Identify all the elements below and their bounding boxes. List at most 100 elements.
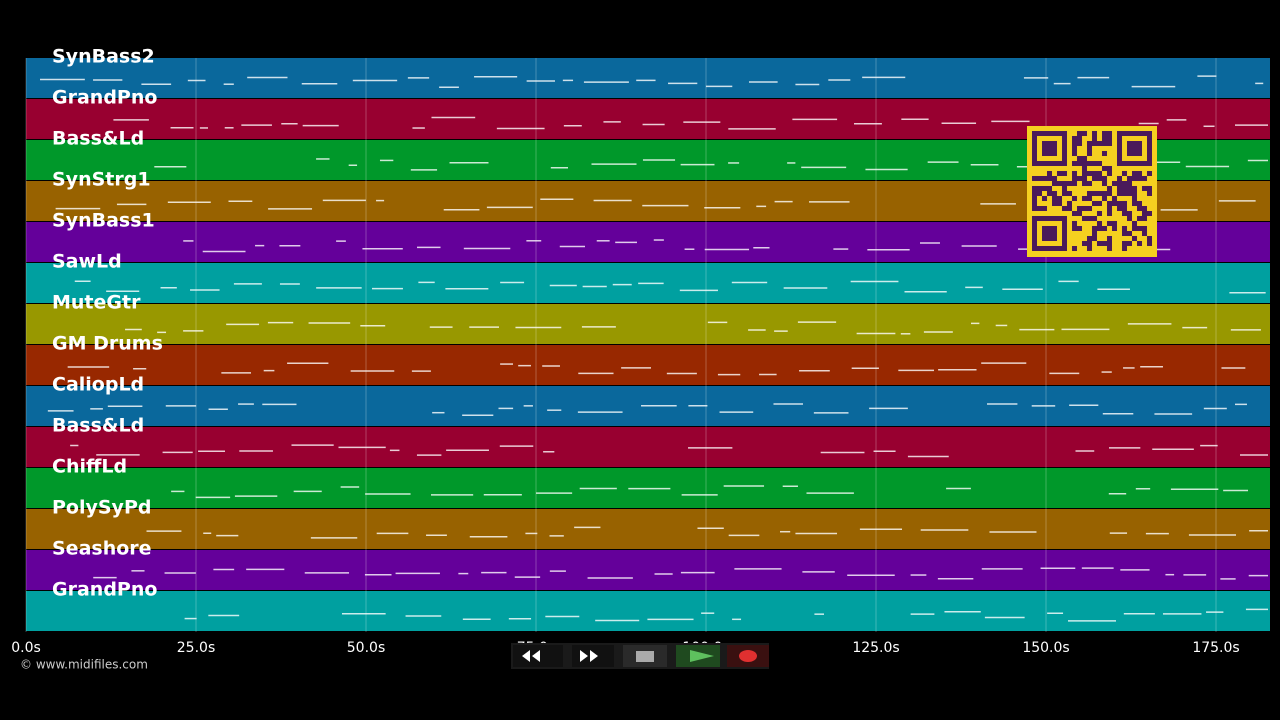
qr-cell [1102,176,1107,181]
qr-cell [1117,141,1122,146]
qr-cell [1087,171,1092,176]
qr-cell [1072,221,1077,226]
watermark: © www.midifiles.com [20,658,148,672]
qr-cell [1032,231,1037,236]
qr-cell [1147,186,1152,191]
play-button[interactable] [676,645,720,667]
qr-cell [1032,206,1037,211]
qr-cell [1102,226,1107,231]
qr-cell [1092,136,1097,141]
qr-cell [1132,161,1137,166]
qr-cell [1122,246,1127,251]
qr-cell [1132,196,1137,201]
qr-cell [1147,211,1152,216]
qr-cell [1062,151,1067,156]
transport-controls [511,643,769,669]
qr-cell [1047,231,1052,236]
qr-cell [1137,161,1142,166]
qr-cell [1127,176,1132,181]
qr-cell [1107,211,1112,216]
qr-cell [1092,236,1097,241]
qr-cell [1127,151,1132,156]
qr-cell [1052,131,1057,136]
qr-cell [1132,141,1137,146]
qr-cell [1087,206,1092,211]
qr-cell [1147,156,1152,161]
qr-cell [1072,161,1077,166]
qr-cell [1047,246,1052,251]
qr-cell [1042,246,1047,251]
qr-cell [1062,231,1067,236]
qr-cell [1107,191,1112,196]
track-band [26,58,1270,98]
qr-cell [1032,216,1037,221]
qr-cell [1117,181,1122,186]
qr-cell [1052,181,1057,186]
qr-cell [1082,181,1087,186]
qr-cell [1107,166,1112,171]
qr-cell [1102,241,1107,246]
qr-cell [1077,156,1082,161]
qr-cell [1137,216,1142,221]
stop-button[interactable] [623,645,667,667]
qr-cell [1142,186,1147,191]
rewind-button[interactable] [513,645,563,667]
qr-cell [1132,171,1137,176]
qr-cell [1142,176,1147,181]
qr-cell [1032,201,1037,206]
qr-cell [1107,141,1112,146]
qr-cell [1117,146,1122,151]
qr-cell [1057,171,1062,176]
qr-cell [1107,131,1112,136]
qr-cell [1147,191,1152,196]
qr-cell [1107,186,1112,191]
qr-cell [1057,201,1062,206]
record-button[interactable] [727,645,769,667]
qr-cell [1142,231,1147,236]
qr-cell [1087,181,1092,186]
qr-cell [1107,246,1112,251]
qr-cell [1132,221,1137,226]
qr-cell [1097,191,1102,196]
qr-cell [1087,196,1092,201]
qr-cell [1072,211,1077,216]
qr-cell [1067,191,1072,196]
qr-cell [1107,241,1112,246]
qr-cell [1062,171,1067,176]
qr-cell [1132,186,1137,191]
qr-cell [1062,181,1067,186]
qr-cell [1137,171,1142,176]
qr-cell [1092,191,1097,196]
qr-cell [1062,191,1067,196]
qr-cell [1112,196,1117,201]
qr-cell [1067,201,1072,206]
qr-cell [1147,161,1152,166]
qr-cell [1032,156,1037,161]
qr-cell [1087,216,1092,221]
qr-cell [1137,176,1142,181]
qr-cell [1082,171,1087,176]
track-name: SawLd [52,251,122,273]
qr-cell [1072,146,1077,151]
qr-cell [1132,226,1137,231]
qr-cell [1042,151,1047,156]
qr-cell [1122,231,1127,236]
qr-cell [1032,141,1037,146]
qr-cell [1032,196,1037,201]
track-name: SynBass2 [52,46,155,68]
qr-cell [1092,226,1097,231]
qr-cell [1122,226,1127,231]
qr-cell [1132,131,1137,136]
qr-cell [1062,206,1067,211]
track-name: GrandPno [52,87,157,109]
qr-cell [1102,166,1107,171]
forward-button[interactable] [572,645,614,667]
qr-cell [1137,146,1142,151]
qr-cell [1082,166,1087,171]
qr-cell [1042,206,1047,211]
time-tick-label: 25.0s [177,640,215,656]
qr-cell [1077,211,1082,216]
qr-cell [1092,171,1097,176]
qr-cell [1057,181,1062,186]
